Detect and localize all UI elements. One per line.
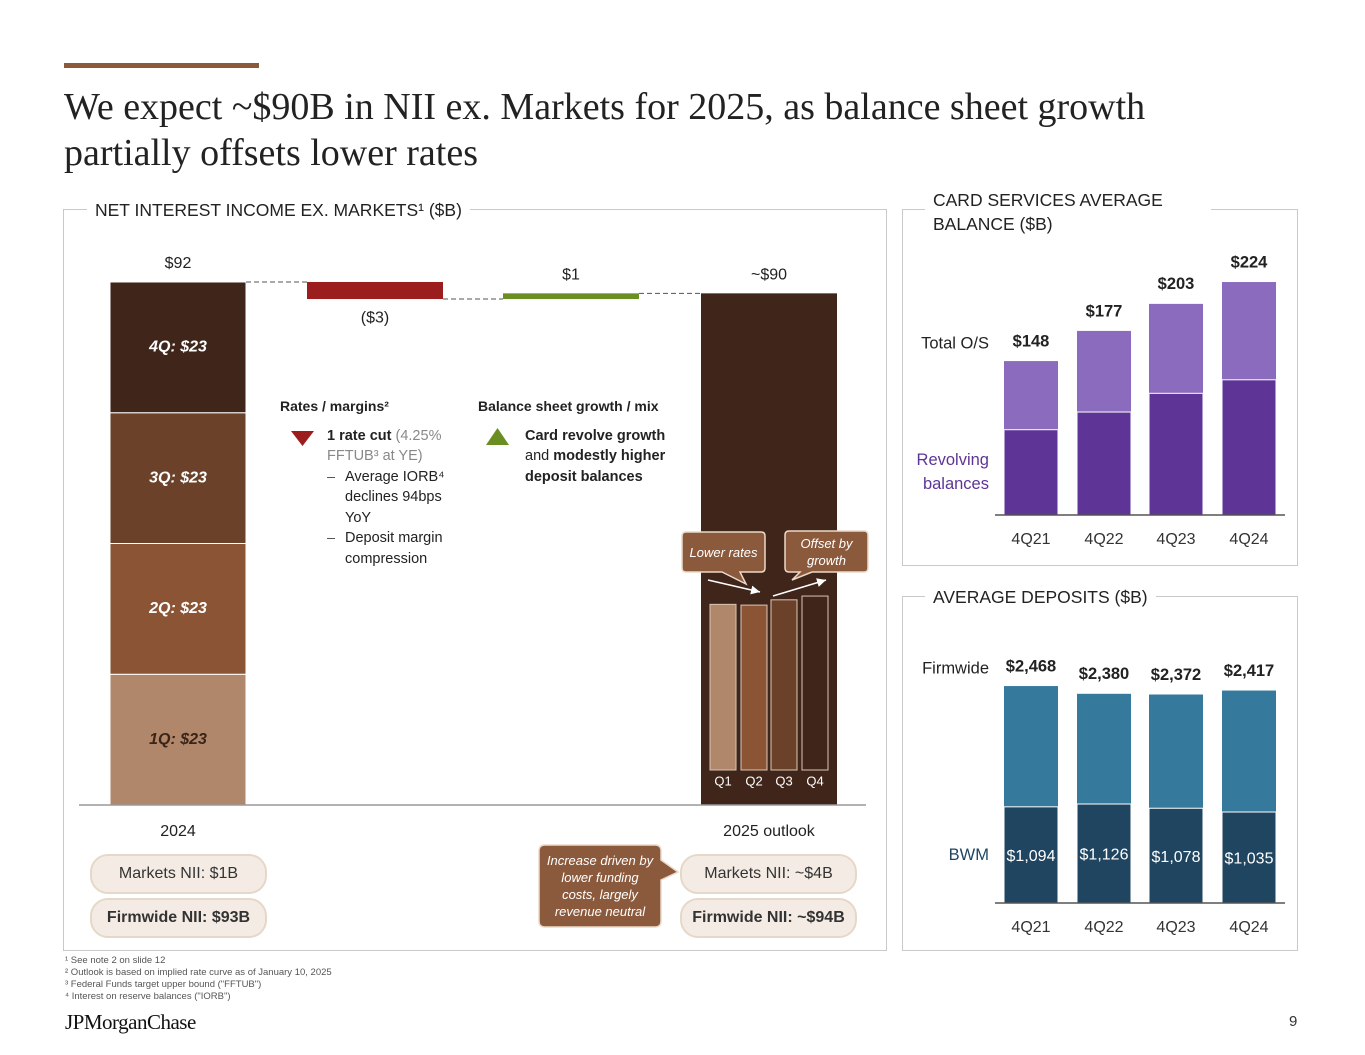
driver-block: Balance sheet growth / mix Card revolve … — [478, 396, 683, 487]
driver-text: Card revolve growth and modestly higher … — [525, 426, 680, 488]
value-label: $1,094 — [1007, 848, 1056, 865]
legend-label: BWM — [948, 845, 989, 864]
category-label: 4Q21 — [1011, 919, 1050, 936]
summary-pill: Markets NII: ~$4B — [680, 854, 857, 894]
driver-block: Rates / margins² 1 rate cut (4.25% FFTUB… — [280, 396, 470, 569]
summary-pill: Markets NII: $1B — [90, 854, 267, 894]
value-label: $1 — [562, 267, 580, 284]
quarter-label: Q4 — [806, 773, 823, 788]
category-label: 2024 — [160, 823, 196, 840]
category-label: 4Q21 — [1011, 531, 1050, 548]
accent-rule — [64, 63, 259, 68]
driver-heading: Rates / margins² — [280, 398, 389, 414]
segment-label: 3Q: $23 — [149, 469, 207, 486]
up-triangle — [486, 428, 509, 445]
driver-heading: Balance sheet growth / mix — [478, 398, 659, 414]
bar-segment — [1003, 429, 1059, 516]
arrow — [707, 579, 761, 595]
value-label: ($3) — [361, 309, 389, 326]
segment-label: 2Q: $23 — [148, 600, 207, 617]
quarter-label: Q2 — [745, 773, 762, 788]
summary-pill: Firmwide NII: $93B — [90, 898, 267, 938]
category-label: 4Q22 — [1084, 531, 1123, 548]
footnote: ² Outlook is based on implied rate curve… — [65, 967, 332, 978]
value-label: $2,372 — [1151, 666, 1201, 684]
bar-segment — [1221, 811, 1277, 904]
category-label: 4Q24 — [1229, 919, 1268, 936]
quarter-label: Q1 — [714, 773, 731, 788]
callout-shape — [784, 530, 869, 581]
category-label: 2025 outlook — [723, 823, 816, 840]
bar-segment — [1076, 803, 1132, 904]
legend-label: Revolving balances — [916, 451, 989, 494]
value-label: $177 — [1086, 302, 1123, 320]
value-label: $2,380 — [1079, 665, 1129, 683]
legend-label: Firmwide — [922, 659, 989, 677]
down-triangle — [291, 431, 314, 446]
value-label: $1,126 — [1080, 847, 1129, 864]
callout-shape — [681, 531, 766, 586]
footnote: ¹ See note 2 on slide 12 — [65, 955, 166, 966]
driver-lead-bold: 1 rate cut — [327, 427, 392, 444]
value-label: $1,035 — [1225, 851, 1274, 868]
category-label: 4Q23 — [1156, 919, 1195, 936]
bar-segment — [1148, 392, 1204, 516]
value-label: $2,468 — [1006, 657, 1056, 675]
category-label: 4Q24 — [1229, 531, 1268, 548]
value-label: $1,078 — [1152, 849, 1201, 866]
panel-title: NET INTEREST INCOME EX. MARKETS¹ ($B) — [87, 198, 470, 222]
value-label: $2,417 — [1224, 662, 1274, 680]
callout-shape — [538, 844, 680, 928]
bar-segment — [1076, 411, 1132, 516]
driver-point: Deposit margin compression — [327, 528, 453, 569]
quarter-bar — [801, 595, 829, 771]
arrow — [772, 578, 827, 597]
quarter-bar — [740, 604, 768, 771]
callout-text: Increase driven by lower funding costs, … — [546, 853, 654, 919]
segment-label: 1Q: $23 — [149, 731, 207, 748]
value-label: ~$90 — [751, 267, 787, 284]
driver-plain: and — [525, 448, 554, 464]
callout-text: Offset by growth — [800, 535, 853, 568]
driver-bold: modestly higher deposit balances — [525, 448, 666, 485]
segment-label: 4Q: $23 — [148, 339, 207, 356]
bar — [503, 293, 639, 300]
segment — [109, 281, 247, 414]
value-label: $92 — [165, 255, 192, 272]
segment — [109, 673, 247, 806]
bar — [307, 281, 443, 300]
segment — [109, 542, 247, 675]
value-label: $224 — [1231, 253, 1269, 271]
footnote: ³ Federal Funds target upper bound ("FFT… — [65, 979, 262, 990]
slide-title: We expect ~$90B in NII ex. Markets for 2… — [64, 86, 1146, 174]
callout-text: Lower rates — [689, 544, 758, 560]
logo: JPMorganChase — [65, 1010, 196, 1034]
value-label: $148 — [1013, 332, 1050, 350]
panel-title: AVERAGE DEPOSITS ($B) — [925, 585, 1156, 609]
bar-segment — [1148, 807, 1204, 904]
footnote: ⁴ Interest on reserve balances ("IORB") — [65, 991, 231, 1002]
page-number: 9 — [1289, 1013, 1298, 1030]
driver-note: (4.25% FFTUB³ at YE) — [327, 427, 442, 465]
panel-frame — [63, 209, 887, 951]
quarter-bar — [709, 603, 737, 771]
driver-point: Average IORB⁴ declines 94bps YoY — [327, 467, 453, 529]
quarter-bar — [770, 599, 798, 771]
driver-lead: 1 rate cut (4.25% FFTUB³ at YE) — [327, 426, 455, 467]
legend-label: Total O/S — [921, 334, 989, 352]
category-label: 4Q23 — [1156, 531, 1195, 548]
segment — [109, 412, 247, 544]
quarter-label: Q3 — [775, 773, 792, 788]
panel-title: CARD SERVICES AVERAGE BALANCE ($B) — [925, 188, 1211, 236]
summary-pill: Firmwide NII: ~$94B — [680, 898, 857, 938]
category-label: 4Q22 — [1084, 919, 1123, 936]
bar-segment — [1221, 379, 1277, 516]
value-label: $203 — [1158, 275, 1195, 293]
driver-bold: Card revolve growth — [525, 427, 666, 444]
